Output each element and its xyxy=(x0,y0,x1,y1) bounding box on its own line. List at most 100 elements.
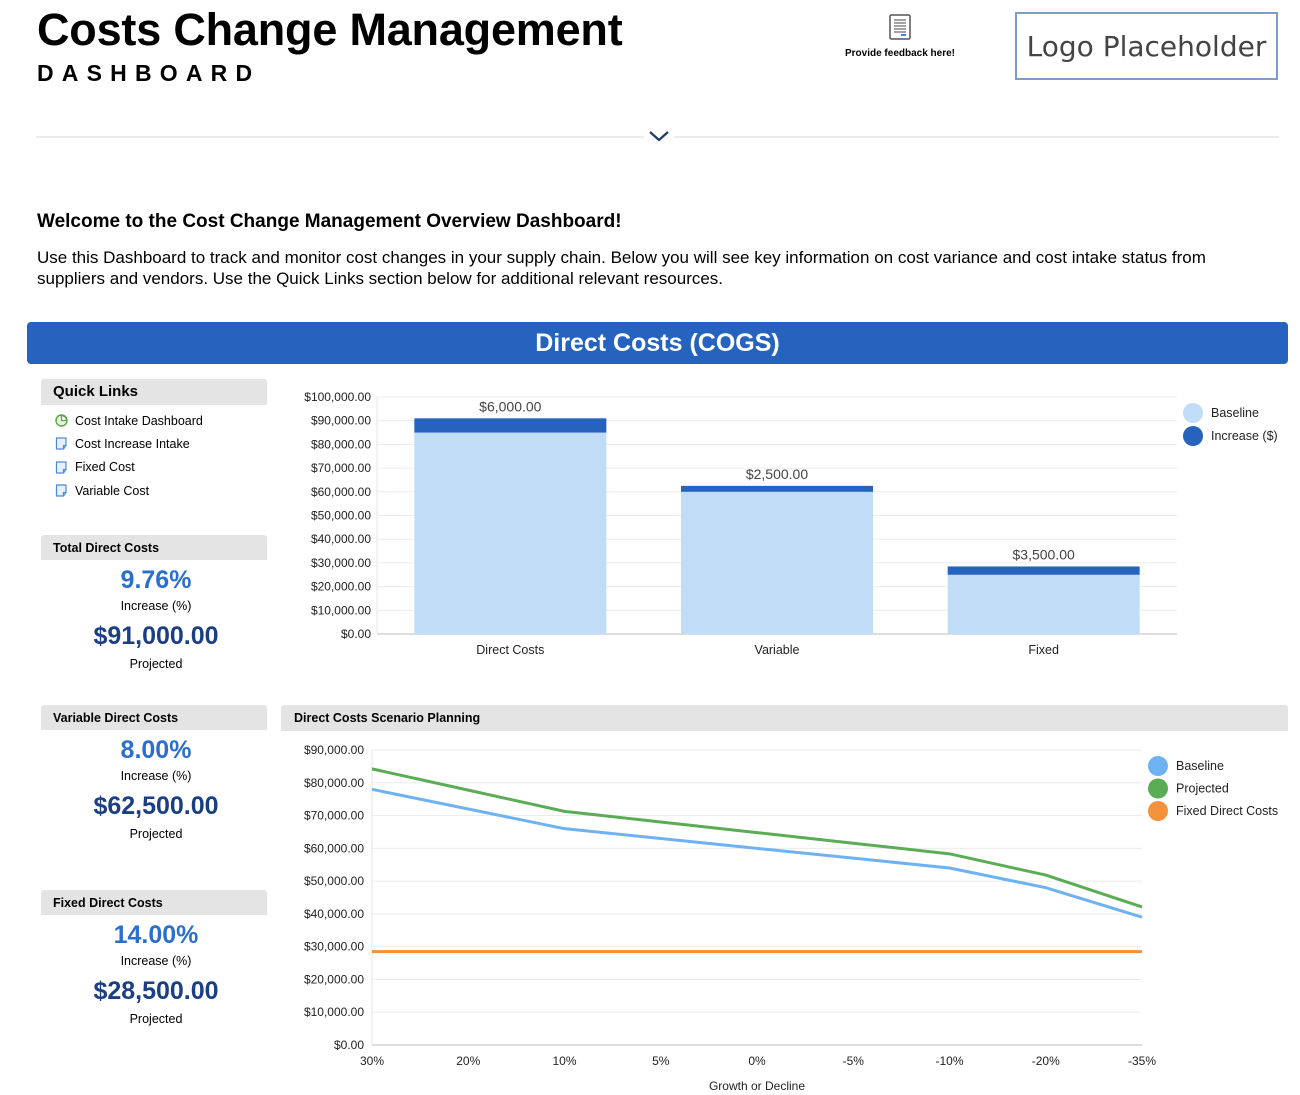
x-tick-label: -10% xyxy=(935,1054,963,1068)
bar-data-label: $2,500.00 xyxy=(746,466,808,482)
kpi-title-fixed: Fixed Direct Costs xyxy=(41,890,267,915)
kpi-increase-label: Increase (%) xyxy=(120,599,192,613)
x-tick-label: 10% xyxy=(552,1054,576,1068)
bar-baseline xyxy=(681,491,873,634)
intro-text: Use this Dashboard to track and monitor … xyxy=(37,248,1206,288)
kpi-card-fixed: 14.00% Increase (%) $28,500.00 Projected xyxy=(41,921,271,1026)
dashboard-icon xyxy=(55,414,68,427)
kpi-projected-value: $91,000.00 xyxy=(93,622,219,650)
y-tick-label: $80,000.00 xyxy=(311,437,371,451)
legend-swatch xyxy=(1148,801,1168,821)
kpi-title-variable: Variable Direct Costs xyxy=(41,705,267,730)
y-tick-label: $30,000.00 xyxy=(311,556,371,570)
kpi-projected-value: $28,500.00 xyxy=(93,977,219,1005)
form-icon xyxy=(55,437,67,451)
y-tick-label: $50,000.00 xyxy=(304,874,364,888)
x-tick-label: 20% xyxy=(456,1054,480,1068)
scenario-line-chart: $0.00 $10,000.00 $20,000.00 $30,000.00 $40,0… xyxy=(304,743,1278,1093)
legend-swatch xyxy=(1148,756,1168,776)
legend-label: Baseline xyxy=(1211,406,1259,420)
quick-link-cost-increase-intake[interactable]: Cost Increase Intake xyxy=(55,432,203,455)
welcome-heading: Welcome to the Cost Change Management Ov… xyxy=(37,211,622,232)
x-tick-label: -20% xyxy=(1032,1054,1060,1068)
kpi-increase-pct: 8.00% xyxy=(120,736,192,764)
kpi-projected-label: Projected xyxy=(129,657,183,671)
sheet-icon xyxy=(55,461,67,474)
kpi-card-variable: 8.00% Increase (%) $62,500.00 Projected xyxy=(41,736,271,841)
page-title: Costs Change Management xyxy=(37,4,623,55)
y-tick-label: $60,000.00 xyxy=(311,485,371,499)
y-tick-label: $0.00 xyxy=(334,1038,364,1052)
quick-link-label[interactable]: Cost Intake Dashboard xyxy=(75,413,203,428)
feedback-link[interactable]: Provide feedback here! xyxy=(840,14,960,59)
quick-link-cost-intake-dashboard[interactable]: Cost Intake Dashboard xyxy=(55,409,203,432)
y-tick-label: $90,000.00 xyxy=(304,743,364,757)
x-tick-label: Direct Costs xyxy=(476,643,544,657)
bar-baseline xyxy=(947,574,1140,634)
quick-links-list: Cost Intake Dashboard Cost Increase Inta… xyxy=(55,409,203,502)
bar-data-label: $6,000.00 xyxy=(479,398,541,414)
kpi-projected-value: $62,500.00 xyxy=(93,792,219,820)
legend-label: Projected xyxy=(1176,782,1229,796)
section-banner: Direct Costs (COGS) xyxy=(27,322,1288,364)
kpi-increase-label: Increase (%) xyxy=(120,954,192,968)
y-tick-label: $0.00 xyxy=(341,627,371,641)
bar-data-label: $3,500.00 xyxy=(1013,546,1075,562)
y-tick-label: $80,000.00 xyxy=(304,776,364,790)
bar-increase xyxy=(681,485,873,492)
legend-label: Baseline xyxy=(1176,759,1224,773)
series-line-projected xyxy=(371,767,1143,909)
kpi-increase-pct: 14.00% xyxy=(113,921,199,949)
y-tick-label: $20,000.00 xyxy=(311,580,371,594)
logo-placeholder: Logo Placeholder xyxy=(1015,12,1278,80)
quick-link-label[interactable]: Cost Increase Intake xyxy=(75,436,190,451)
x-tick-label: Fixed xyxy=(1028,643,1059,657)
quick-link-variable-cost[interactable]: Variable Cost xyxy=(55,479,203,502)
x-tick-label: 30% xyxy=(360,1054,384,1068)
legend-swatch xyxy=(1183,403,1203,423)
x-axis-title: Growth or Decline xyxy=(709,1079,805,1093)
y-tick-label: $10,000.00 xyxy=(311,603,371,617)
bar-increase xyxy=(947,566,1140,575)
kpi-projected-label: Projected xyxy=(129,1012,183,1026)
y-tick-label: $10,000.00 xyxy=(304,1005,364,1019)
y-tick-label: $60,000.00 xyxy=(304,841,364,855)
quick-links-title: Quick Links xyxy=(41,379,267,405)
legend-label: Increase ($) xyxy=(1211,429,1278,443)
quick-link-label[interactable]: Variable Cost xyxy=(75,483,150,498)
y-tick-label: $70,000.00 xyxy=(311,461,371,475)
kpi-increase-label: Increase (%) xyxy=(120,769,192,783)
kpi-projected-label: Projected xyxy=(129,827,183,841)
y-tick-label: $30,000.00 xyxy=(304,940,364,954)
y-tick-label: $40,000.00 xyxy=(311,532,371,546)
kpi-title-total: Total Direct Costs xyxy=(41,535,267,560)
y-tick-label: $70,000.00 xyxy=(304,809,364,823)
y-tick-label: $40,000.00 xyxy=(304,907,364,921)
y-tick-label: $20,000.00 xyxy=(304,972,364,986)
y-tick-label: $50,000.00 xyxy=(311,509,371,523)
page-subtitle: DASHBOARD xyxy=(37,60,261,86)
legend-label: Fixed Direct Costs xyxy=(1176,804,1278,818)
collapse-toggle[interactable] xyxy=(644,126,674,146)
series-line-baseline xyxy=(371,787,1143,919)
legend-swatch xyxy=(1183,426,1203,446)
line-chart-title: Direct Costs Scenario Planning xyxy=(281,705,1288,731)
y-tick-label: $90,000.00 xyxy=(311,414,371,428)
bar-increase xyxy=(414,418,607,433)
bar-baseline xyxy=(414,432,607,634)
direct-costs-bar-chart: $0.00 $10,000.00 $20,000.00 $30,000.00 $40,0… xyxy=(304,390,1278,657)
x-tick-label: 0% xyxy=(748,1054,766,1068)
quick-link-label[interactable]: Fixed Cost xyxy=(75,460,135,475)
feedback-label[interactable]: Provide feedback here! xyxy=(844,48,956,59)
y-tick-label: $100,000.00 xyxy=(304,390,371,404)
feedback-form-icon xyxy=(889,14,911,44)
kpi-increase-pct: 9.76% xyxy=(120,566,192,594)
sheet-icon xyxy=(55,484,67,497)
quick-link-fixed-cost[interactable]: Fixed Cost xyxy=(55,456,203,479)
chevron-down-icon xyxy=(649,131,669,142)
x-tick-label: -5% xyxy=(843,1054,865,1068)
x-tick-label: Variable xyxy=(755,643,800,657)
legend-swatch xyxy=(1148,778,1168,799)
kpi-card-total: 9.76% Increase (%) $91,000.00 Projected xyxy=(41,566,271,671)
x-tick-label: -35% xyxy=(1128,1054,1156,1068)
